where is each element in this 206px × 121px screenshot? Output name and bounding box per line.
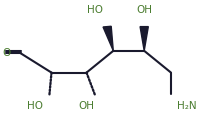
Polygon shape	[103, 26, 113, 51]
Text: OH: OH	[136, 5, 152, 15]
Text: H₂N: H₂N	[177, 102, 196, 111]
Text: HO: HO	[27, 102, 43, 111]
Text: O: O	[2, 48, 10, 58]
Polygon shape	[140, 27, 148, 51]
Text: HO: HO	[87, 5, 103, 15]
Text: OH: OH	[78, 102, 95, 111]
